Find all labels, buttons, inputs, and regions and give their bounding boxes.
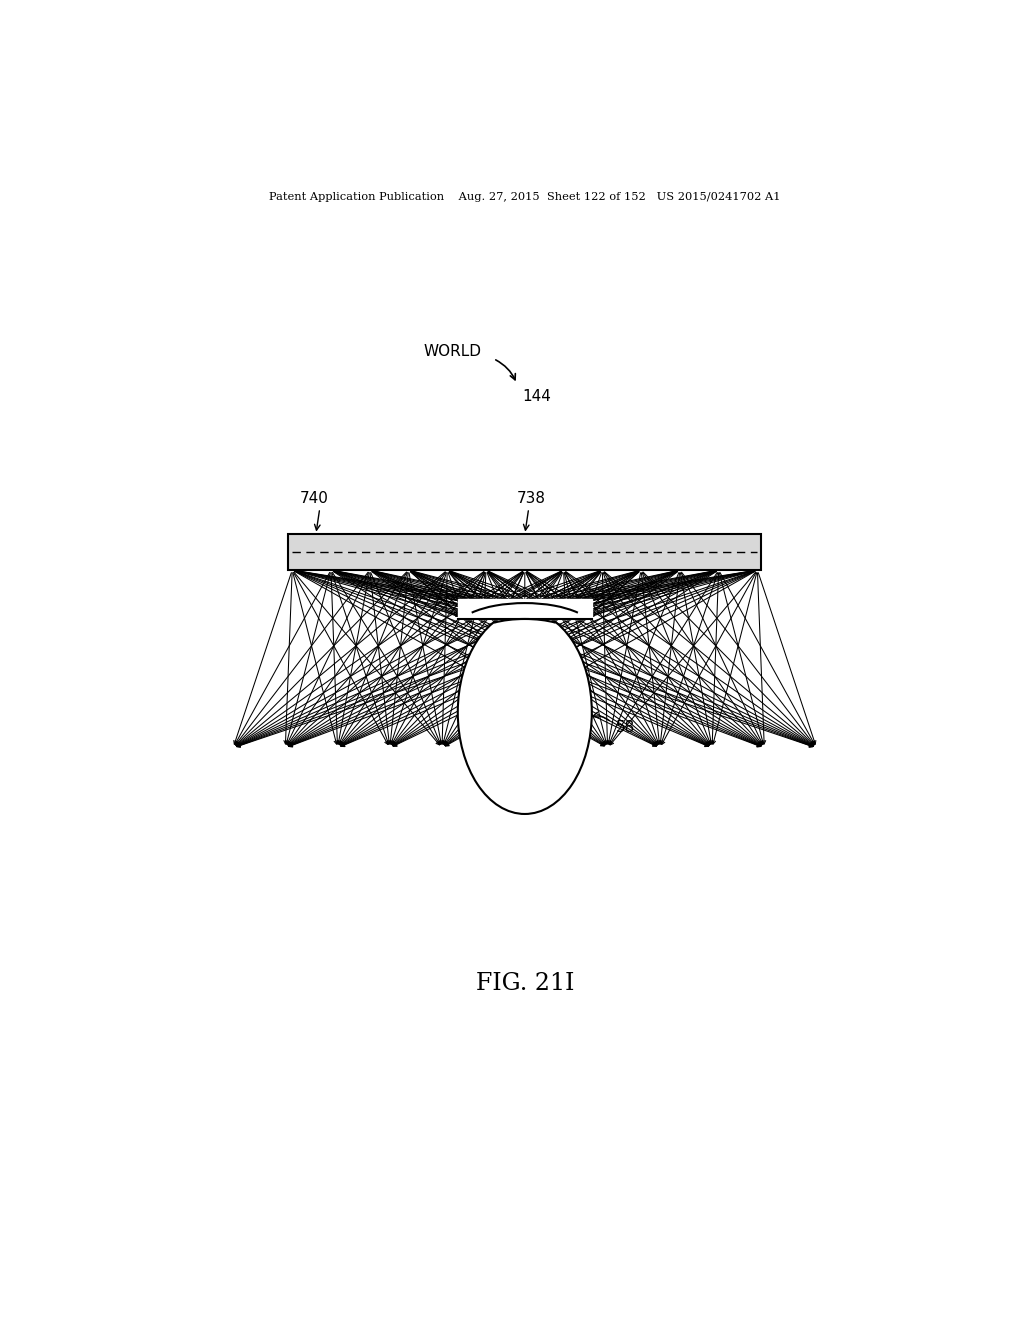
- Bar: [289, 535, 762, 570]
- Text: 738: 738: [517, 491, 546, 506]
- Text: WORLD: WORLD: [424, 345, 481, 359]
- Text: 740: 740: [300, 491, 329, 506]
- Text: 144: 144: [522, 389, 551, 404]
- Text: Patent Application Publication    Aug. 27, 2015  Sheet 122 of 152   US 2015/0241: Patent Application Publication Aug. 27, …: [269, 191, 780, 202]
- Text: FIG. 21I: FIG. 21I: [475, 973, 574, 995]
- Bar: [458, 598, 592, 619]
- Ellipse shape: [458, 611, 592, 814]
- Text: 58: 58: [615, 721, 635, 735]
